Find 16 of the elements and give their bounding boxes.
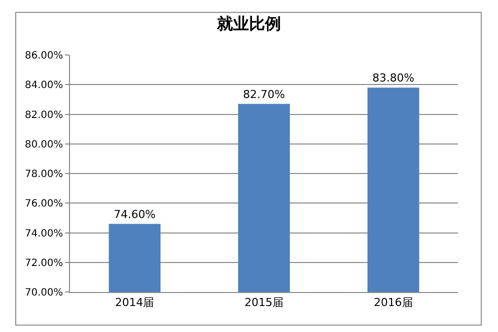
data-label: 83.80% bbox=[372, 72, 414, 85]
data-label: 82.70% bbox=[243, 88, 285, 101]
x-tick-label: 2015届 bbox=[244, 296, 284, 310]
y-tick-label: 74.00% bbox=[24, 228, 63, 240]
x-tick-label: 2014届 bbox=[115, 296, 154, 310]
y-tick-label: 84.00% bbox=[24, 80, 63, 92]
y-tick-label: 70.00% bbox=[24, 288, 63, 298]
y-tick-label: 82.00% bbox=[24, 110, 63, 121]
x-tick-label: 2016届 bbox=[374, 296, 413, 310]
y-tick-label: 76.00% bbox=[24, 198, 63, 210]
y-tick-label: 86.00% bbox=[24, 50, 63, 62]
chart-title: 就业比例 bbox=[216, 14, 281, 33]
data-label: 74.60% bbox=[114, 208, 156, 221]
y-tick-label: 72.00% bbox=[24, 258, 63, 269]
y-tick-label: 78.00% bbox=[24, 169, 63, 180]
y-tick-label: 80.00% bbox=[24, 139, 63, 150]
